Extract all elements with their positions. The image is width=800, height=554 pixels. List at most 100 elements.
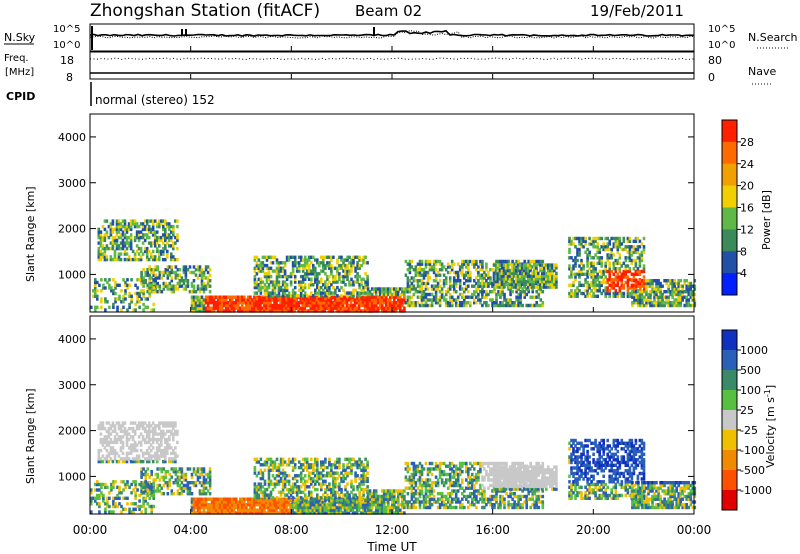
heatmap-cell: [212, 301, 216, 305]
heatmap-cell: [277, 263, 281, 268]
heatmap-cell: [200, 472, 204, 477]
heatmap-cell: [261, 471, 265, 475]
heatmap-cell: [378, 290, 382, 294]
heatmap-cell: [337, 306, 341, 310]
heatmap-cell: [115, 244, 119, 248]
heatmap-cell: [127, 227, 131, 232]
heatmap-cell: [368, 303, 372, 308]
heatmap-cell: [132, 480, 135, 484]
heatmap-cell: [285, 479, 289, 483]
heatmap-cell: [273, 303, 276, 308]
heatmap-cell: [100, 278, 103, 282]
heatmap-cell: [361, 301, 365, 305]
heatmap-cell: [655, 303, 658, 308]
heatmap-cell: [502, 268, 506, 273]
heatmap-cell: [170, 451, 173, 456]
heatmap-cell: [325, 303, 329, 308]
heatmap-cell: [151, 426, 155, 431]
heatmap-cell: [310, 471, 313, 475]
heatmap-cell: [259, 261, 263, 265]
heatmap-cell: [235, 295, 238, 299]
heatmap-cell: [518, 279, 522, 284]
heatmap-cell: [125, 252, 129, 256]
heatmap-cell: [492, 271, 496, 276]
heatmap-cell: [241, 497, 244, 501]
heatmap-cell: [129, 246, 133, 251]
heatmap-cell: [149, 219, 153, 223]
heatmap-cell: [293, 476, 297, 481]
heatmap-cell: [642, 250, 646, 254]
heatmap-cell: [534, 277, 538, 281]
heatmap-cell: [117, 235, 121, 240]
heatmap-cell: [479, 268, 482, 272]
heatmap-cell: [148, 481, 151, 485]
heatmap-cell: [620, 286, 624, 290]
heatmap-cell: [339, 301, 343, 305]
heatmap-cell: [356, 255, 359, 259]
heatmap-cell: [202, 483, 206, 488]
heatmap-cell: [489, 276, 492, 280]
heatmap-cell: [263, 283, 267, 287]
heatmap-cell: [456, 273, 460, 277]
heatmap-cell: [269, 457, 273, 461]
heatmap-cell: [647, 295, 650, 299]
heatmap-cell: [570, 269, 573, 274]
heatmap-cell: [190, 295, 194, 299]
heatmap-cell: [168, 429, 171, 434]
heatmap-cell: [153, 238, 157, 243]
heatmap-cell: [192, 483, 196, 488]
heatmap-cell: [291, 465, 295, 470]
heatmap-cell: [649, 301, 652, 305]
heatmap-cell: [493, 303, 496, 308]
heatmap-cell: [500, 274, 504, 278]
heatmap-cell: [378, 287, 382, 291]
heatmap-cell: [259, 269, 263, 273]
heatmap-cell: [271, 503, 274, 507]
heatmap-cell: [125, 451, 129, 456]
heatmap-cell: [151, 454, 155, 458]
heatmap-cell: [192, 309, 196, 313]
heatmap-cell: [190, 301, 194, 305]
heatmap-cell: [255, 496, 259, 500]
heatmap-cell: [572, 242, 575, 246]
colorbar-segment: [722, 251, 737, 274]
heatmap-cell: [600, 291, 603, 296]
heatmap-cell: [281, 294, 285, 298]
heatmap-cell: [176, 287, 180, 291]
heatmap-cell: [521, 303, 524, 308]
heatmap-cell: [328, 255, 331, 259]
heatmap-cell: [113, 235, 117, 240]
heatmap-cell: [594, 253, 597, 257]
heatmap-cell: [574, 258, 577, 263]
heatmap-cell: [693, 287, 697, 291]
heatmap-cell: [273, 476, 277, 481]
heatmap-cell: [492, 274, 496, 278]
heatmap-cell: [520, 271, 524, 276]
heatmap-cell: [525, 303, 528, 308]
heatmap-cell: [588, 286, 591, 290]
heatmap-cell: [142, 502, 145, 506]
heatmap-cell: [600, 280, 603, 285]
heatmap-cell: [689, 287, 693, 291]
heatmap-cell: [160, 437, 163, 442]
heatmap-cell: [257, 266, 261, 270]
heatmap-cell: [269, 468, 273, 472]
heatmap-cell: [257, 258, 261, 262]
heatmap-cell: [618, 278, 622, 282]
heatmap-cell: [126, 480, 129, 484]
heatmap-cell: [107, 429, 111, 434]
heatmap-cell: [202, 470, 206, 474]
heatmap-cell: [450, 259, 454, 264]
heatmap-cell: [153, 255, 157, 259]
heatmap-cell: [416, 279, 420, 283]
heatmap-cell: [487, 292, 490, 297]
heatmap-cell: [324, 283, 327, 287]
heatmap-cell: [117, 227, 121, 232]
heatmap-cell: [412, 287, 416, 291]
heatmap-cell: [316, 463, 319, 467]
heatmap-cell: [592, 278, 595, 282]
heatmap-cell: [608, 275, 611, 279]
heatmap-cell: [326, 285, 329, 290]
heatmap-cell: [454, 303, 458, 308]
heatmap-cell: [176, 492, 180, 496]
